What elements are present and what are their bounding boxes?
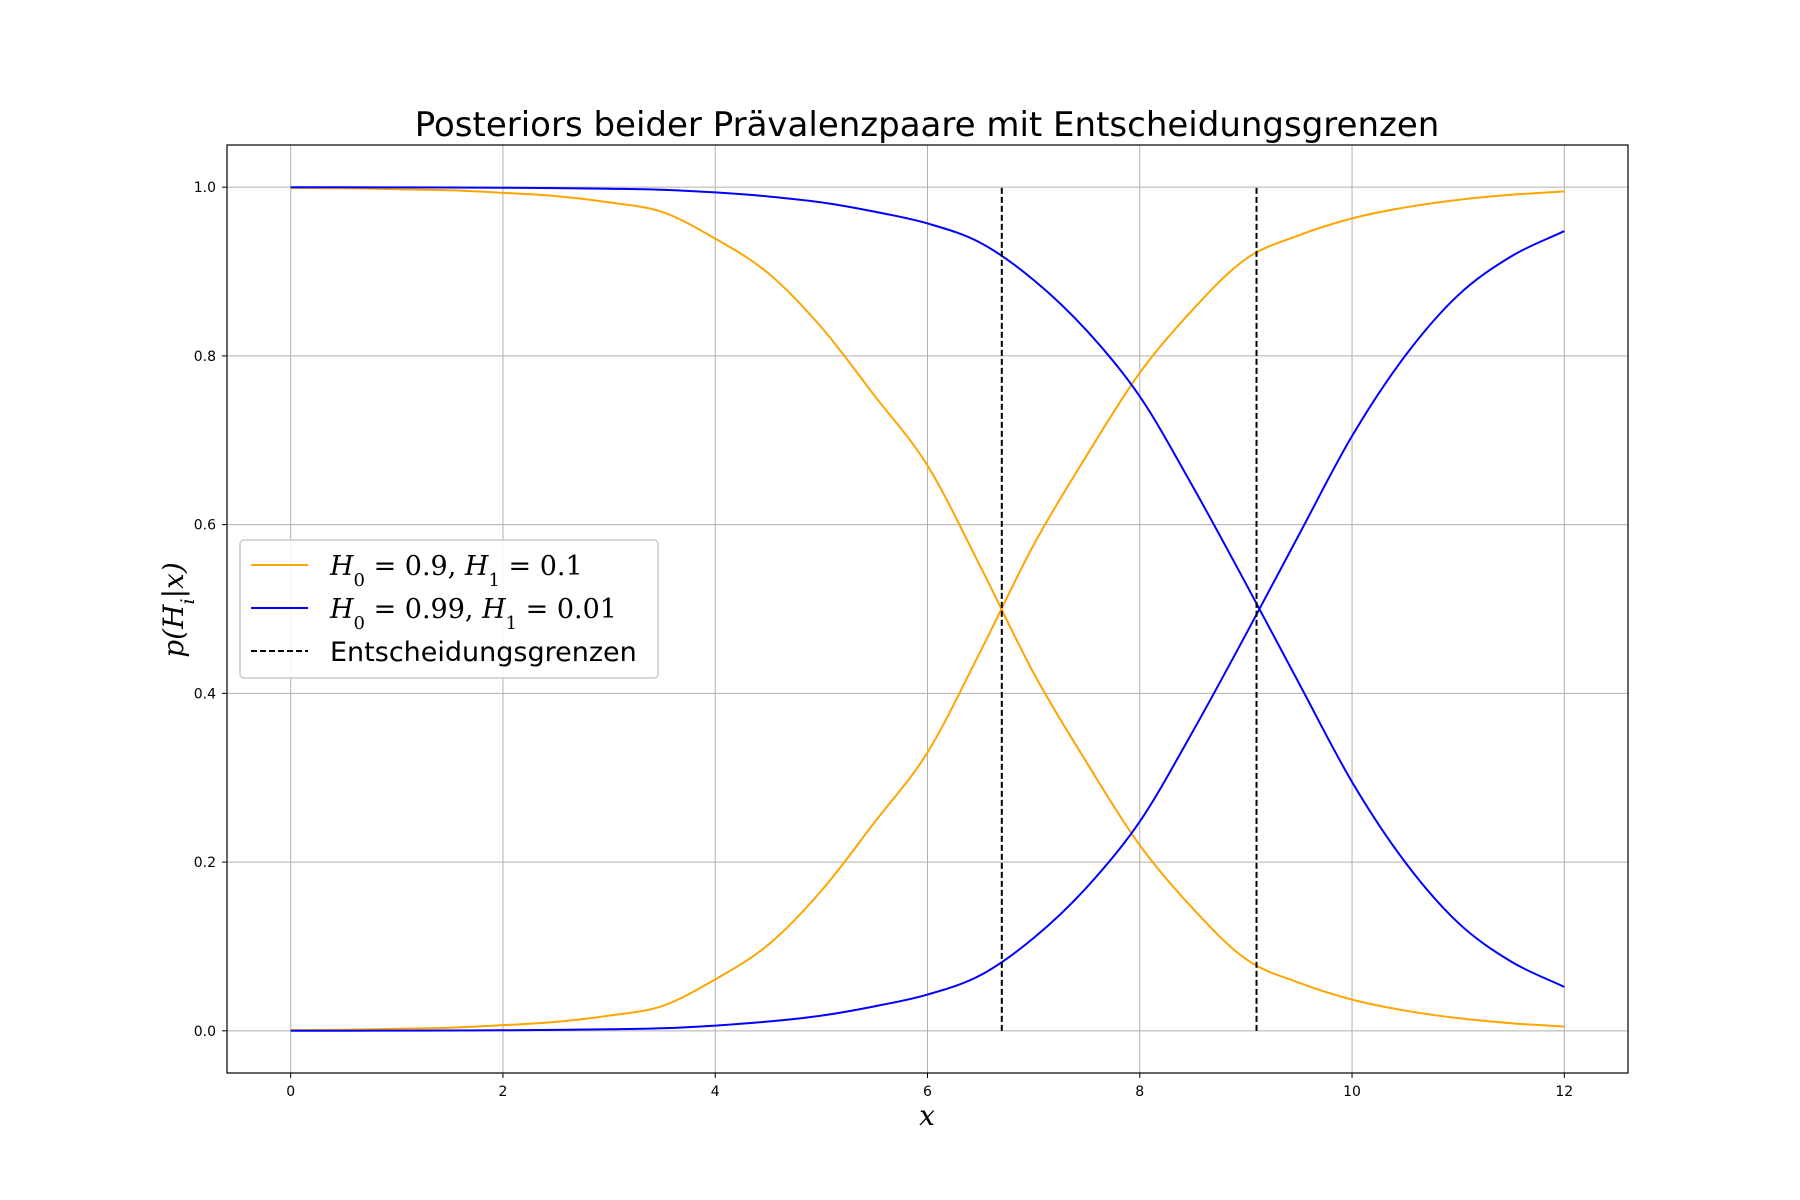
grid-layer — [227, 145, 1628, 1073]
legend-label-series-2: H0 = 0.99, H1 = 0.01 — [329, 594, 617, 634]
x-tick-label: 8 — [1135, 1084, 1144, 1100]
x-tick-label: 6 — [923, 1084, 932, 1100]
x-tick-label: 10 — [1343, 1084, 1361, 1100]
y-tick-label: 0.6 — [194, 518, 216, 534]
y-tick-label: 0.4 — [194, 686, 216, 702]
y-tick-label: 0.8 — [194, 349, 216, 365]
y-axis-label: p(Hi|x) — [157, 562, 199, 658]
x-tick-label: 2 — [498, 1084, 507, 1100]
series-layer — [290, 186, 1565, 1032]
y-tick-label: 1.0 — [194, 180, 216, 196]
series-2-posterior-h0-line — [290, 186, 1565, 988]
boundary-layer — [1000, 187, 1258, 1031]
y-tick-label: 0.0 — [194, 1024, 216, 1040]
legend-label-boundaries: Entscheidungsgrenzen — [330, 637, 637, 668]
y-tick-label: 0.2 — [194, 855, 216, 871]
legend-label-series-1: H0 = 0.9, H1 = 0.1 — [329, 551, 583, 591]
series-1-posterior-h0-line — [290, 186, 1565, 1028]
x-axis-label: x — [919, 1099, 935, 1132]
x-tick-label: 12 — [1555, 1084, 1573, 1100]
x-tick-label: 0 — [286, 1084, 295, 1100]
legend-box — [239, 539, 659, 679]
x-tick-label: 4 — [711, 1084, 720, 1100]
tick-layer: 0 2 4 6 8 10 12 0.0 0.2 0.4 0.6 0.8 1.0 — [194, 180, 1573, 1100]
series-2-posterior-h1-line — [290, 230, 1565, 1032]
chart-title: Posteriors beider Prävalenzpaare mit Ent… — [415, 105, 1440, 145]
legend: H0 = 0.9, H1 = 0.1 H0 = 0.99, H1 = 0.01 … — [239, 539, 659, 679]
series-1-posterior-h1-line — [290, 190, 1565, 1032]
